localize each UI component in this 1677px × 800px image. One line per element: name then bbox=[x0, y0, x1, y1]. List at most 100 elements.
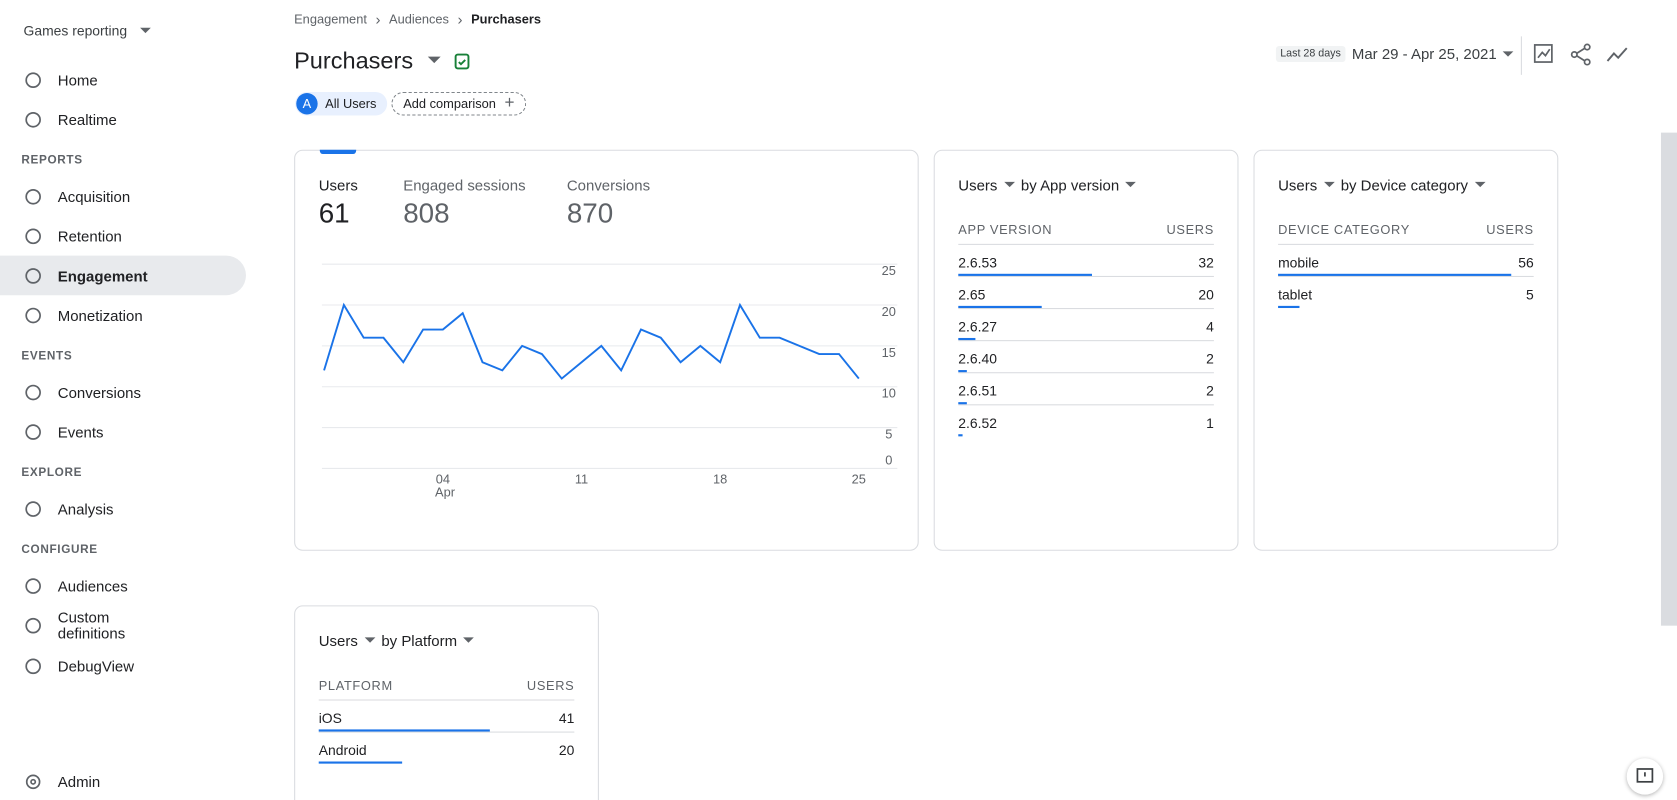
row-label[interactable]: 2.6.51 bbox=[958, 382, 997, 399]
row-rule bbox=[958, 340, 1214, 342]
saved-icon bbox=[454, 53, 470, 70]
dimension-selector[interactable]: by Device category bbox=[1340, 176, 1469, 194]
row-label[interactable]: tablet bbox=[1278, 286, 1313, 303]
comparison-avatar: A bbox=[296, 93, 318, 115]
row-value: 32 bbox=[1198, 254, 1214, 271]
row-label[interactable]: mobile bbox=[1278, 254, 1320, 271]
column-header: USERS bbox=[1486, 222, 1534, 238]
caret[interactable] bbox=[1125, 181, 1137, 187]
row-bar bbox=[318, 761, 403, 764]
row-rule bbox=[958, 372, 1214, 374]
add-comparison[interactable]: Add comparison + bbox=[391, 91, 527, 116]
scrollbar-thumb[interactable] bbox=[1660, 132, 1677, 626]
caret bbox=[1503, 51, 1514, 57]
nav-item[interactable]: Custom definitions bbox=[0, 605, 257, 646]
column-header: APP VERSION bbox=[958, 222, 1053, 238]
caret[interactable] bbox=[1474, 181, 1486, 187]
caret bbox=[139, 27, 151, 34]
metric-selector[interactable]: Users bbox=[1278, 176, 1318, 194]
share-icon[interactable] bbox=[1570, 43, 1591, 66]
icon bbox=[25, 267, 41, 284]
caret[interactable] bbox=[428, 56, 441, 64]
y-tick-label: 5 bbox=[885, 426, 892, 441]
metric-selector[interactable]: Users bbox=[958, 176, 998, 194]
nav-item[interactable]: DebugView bbox=[0, 646, 257, 686]
icon bbox=[25, 111, 41, 128]
kpi-label[interactable]: Engaged sessions bbox=[403, 176, 526, 194]
page-title: Purchasers bbox=[294, 47, 414, 74]
caret[interactable] bbox=[1323, 181, 1335, 187]
nav-admin[interactable]: Admin bbox=[0, 761, 100, 800]
dimension-selector[interactable]: by Platform bbox=[381, 632, 458, 650]
x-tick-label: 04 bbox=[436, 472, 450, 487]
nav-item[interactable]: Home bbox=[0, 60, 257, 100]
row-bar bbox=[958, 273, 1092, 276]
row-bar bbox=[958, 337, 975, 341]
nav-item[interactable]: Monetization bbox=[0, 295, 257, 335]
nav-label: Admin bbox=[57, 772, 101, 790]
row-value: 1 bbox=[1206, 414, 1214, 432]
metric-selector[interactable]: Users bbox=[318, 632, 358, 650]
feedback-button[interactable] bbox=[1626, 758, 1664, 795]
nav-item[interactable]: Events bbox=[0, 412, 257, 452]
row-bar bbox=[958, 434, 963, 437]
property-selector[interactable]: Games reporting bbox=[24, 22, 158, 39]
row-rule bbox=[318, 731, 575, 733]
row-bar bbox=[1278, 305, 1299, 309]
nav-item[interactable]: Retention bbox=[0, 216, 257, 256]
caret[interactable] bbox=[463, 636, 475, 643]
nav-item[interactable]: Conversions bbox=[0, 372, 257, 412]
column-header: PLATFORM bbox=[318, 678, 393, 694]
row-label[interactable]: 2.6.53 bbox=[958, 254, 997, 271]
y-tick-label: 15 bbox=[882, 345, 896, 360]
kpi-value: 870 bbox=[566, 196, 614, 229]
row-label[interactable]: 2.6.52 bbox=[958, 414, 997, 432]
kpi-label[interactable]: Conversions bbox=[566, 176, 651, 194]
icon-shape bbox=[25, 384, 41, 400]
breadcrumb: Engagement › Audiences › Purchasers bbox=[294, 11, 541, 28]
date-range[interactable]: Mar 29 - Apr 25, 2021 bbox=[1352, 45, 1520, 62]
icon-shape bbox=[25, 617, 41, 634]
row-bar bbox=[1278, 273, 1512, 276]
nav-item[interactable]: Analysis bbox=[0, 489, 257, 529]
nav-item[interactable]: Engagement bbox=[0, 255, 246, 296]
row-label[interactable]: 2.6.27 bbox=[958, 318, 997, 335]
breadcrumb-item[interactable]: Engagement bbox=[294, 11, 367, 27]
nav-section-title: EXPLORE bbox=[21, 466, 83, 480]
y-tick-label: 25 bbox=[882, 263, 896, 278]
row-rule bbox=[958, 275, 1214, 278]
comparison-chip[interactable]: A All Users bbox=[295, 91, 388, 116]
date-range-text: Mar 29 - Apr 25, 2021 bbox=[1351, 44, 1497, 63]
y-tick-label: 20 bbox=[882, 304, 896, 319]
y-tick-label: 0 bbox=[885, 452, 892, 467]
icon-shape bbox=[25, 267, 41, 284]
row-label[interactable]: iOS bbox=[318, 710, 342, 727]
nav-item[interactable]: Acquisition bbox=[0, 176, 257, 216]
caret[interactable] bbox=[364, 636, 375, 643]
table-card: Users by Device category DEVICE CATEGORY US… bbox=[1253, 149, 1559, 551]
row-value: 20 bbox=[1198, 286, 1214, 303]
breadcrumb-item[interactable]: Audiences bbox=[389, 11, 449, 27]
icon-shape bbox=[25, 188, 41, 205]
comparison-label: All Users bbox=[325, 96, 377, 112]
card-header: Users by Device category bbox=[1278, 176, 1492, 194]
plus-icon: + bbox=[504, 94, 515, 113]
row-bar bbox=[958, 370, 967, 373]
page-title-row: Purchasers bbox=[294, 47, 471, 75]
header-rule bbox=[958, 243, 1214, 245]
nav-item[interactable]: Audiences bbox=[0, 566, 257, 606]
dimension-selector[interactable]: by App version bbox=[1020, 176, 1120, 194]
table-card: Users by App version APP VERSION USERS 2.6.5… bbox=[933, 149, 1239, 551]
row-rule bbox=[1278, 275, 1534, 278]
insights-icon[interactable] bbox=[1606, 47, 1628, 62]
row-label[interactable]: 2.65 bbox=[958, 286, 986, 303]
kpi-label[interactable]: Users bbox=[318, 176, 358, 194]
row-label[interactable]: Android bbox=[318, 742, 367, 759]
nav-item[interactable]: Realtime bbox=[0, 99, 257, 139]
icon bbox=[25, 423, 41, 440]
icon bbox=[25, 71, 41, 88]
row-label[interactable]: 2.6.40 bbox=[958, 350, 997, 367]
caret[interactable] bbox=[1003, 181, 1015, 187]
customize-icon[interactable] bbox=[1533, 44, 1553, 63]
toolbar-icons bbox=[1533, 43, 1628, 66]
